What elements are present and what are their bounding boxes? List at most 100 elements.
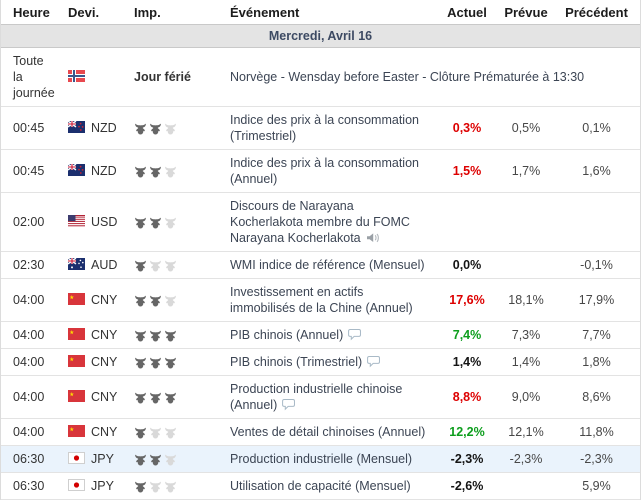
event-row[interactable]: 04:00 CNY Ventes de détail chinoises (Annu…: [1, 418, 640, 446]
importance-cell: [122, 321, 214, 349]
previous-value: 11,8%: [553, 418, 640, 446]
forecast-value: [499, 251, 553, 279]
previous-value: 1,6%: [553, 149, 640, 193]
bull-icon-inactive: [165, 260, 176, 272]
importance-cell: [122, 445, 214, 473]
currency-cell: CNY: [56, 278, 122, 322]
currency-cell: CNY: [56, 418, 122, 446]
event-link[interactable]: Production industrielle (Mensuel): [230, 452, 413, 466]
bull-icon-active: [135, 481, 146, 493]
currency-cell: CNY: [56, 348, 122, 376]
actual-value: 0,0%: [435, 251, 499, 279]
speaker-icon: [366, 232, 381, 244]
bull-icon-inactive: [165, 427, 176, 439]
bull-icon-active: [135, 260, 146, 272]
previous-value: [553, 192, 640, 252]
event-link[interactable]: PIB chinois (Trimestriel): [230, 355, 363, 369]
previous-value: 5,9%: [553, 472, 640, 500]
currency-code: JPY: [91, 479, 114, 493]
bull-icon-active: [150, 330, 161, 342]
bull-icon-active: [150, 295, 161, 307]
previous-value: 17,9%: [553, 278, 640, 322]
currency-code: CNY: [91, 355, 118, 369]
event-link[interactable]: Utilisation de capacité (Mensuel): [230, 479, 411, 493]
bull-icon-inactive: [150, 481, 161, 493]
importance-cell: [122, 418, 214, 446]
event-cell: Indice des prix à la consommation (Trime…: [214, 106, 435, 150]
event-link[interactable]: Indice des prix à la consommation (Annue…: [230, 156, 419, 186]
norway-flag-icon: [68, 70, 85, 84]
previous-value: -2,3%: [553, 445, 640, 473]
importance-bulls: [134, 328, 179, 342]
event-row[interactable]: 04:00 CNY Production industrielle chinoise…: [1, 375, 640, 419]
event-link[interactable]: Discours de Narayana Kocherlakota membre…: [230, 199, 410, 245]
forecast-value: 1,4%: [499, 348, 553, 376]
event-row[interactable]: 00:45 NZD Indice des prix à la consommatio…: [1, 106, 640, 150]
event-row[interactable]: 04:00 CNY PIB chinois (Annuel) 7,4% 7,3% 7,7%: [1, 321, 640, 349]
importance-bulls: [134, 479, 179, 493]
actual-value: 17,6%: [435, 278, 499, 322]
event-row[interactable]: 04:00 CNY PIB chinois (Trimestriel) 1,4% 1,4…: [1, 348, 640, 376]
cny-flag-icon: [68, 425, 85, 439]
currency-cell: AUD: [56, 251, 122, 279]
bull-icon-active: [135, 295, 146, 307]
event-cell: Utilisation de capacité (Mensuel): [214, 472, 435, 500]
actual-value: 1,5%: [435, 149, 499, 193]
event-row[interactable]: 06:30 JPY Utilisation de capacité (Mensuel…: [1, 472, 640, 500]
comment-bubble-icon[interactable]: [282, 398, 296, 411]
bull-icon-active: [135, 357, 146, 369]
time-cell: 04:00: [1, 278, 56, 322]
holiday-row[interactable]: Toute la journée Jour férié Norvège - Wens…: [1, 47, 640, 107]
event-row[interactable]: 00:45 NZD Indice des prix à la consommatio…: [1, 149, 640, 193]
importance-bulls: [134, 164, 179, 178]
time-cell: 06:30: [1, 472, 56, 500]
event-row[interactable]: 06:30 JPY Production industrielle (Mensuel…: [1, 445, 640, 473]
bull-icon-active: [135, 123, 146, 135]
event-link[interactable]: Ventes de détail chinoises (Annuel): [230, 425, 426, 439]
currency-cell: JPY: [56, 472, 122, 500]
bull-icon-active: [150, 166, 161, 178]
column-header-row: Heure Devi. Imp. Événement Actuel Prévue…: [1, 0, 640, 25]
event-link[interactable]: PIB chinois (Annuel): [230, 328, 344, 342]
currency-code: USD: [91, 215, 118, 229]
time-cell: 04:00: [1, 418, 56, 446]
date-header: Mercredi, Avril 16: [1, 24, 640, 48]
cny-flag-icon: [68, 328, 85, 342]
event-row[interactable]: 02:00 USD Discours de Narayana Kocherlakot…: [1, 192, 640, 252]
actual-value: [435, 192, 499, 252]
currency-code: CNY: [91, 293, 118, 307]
comment-bubble-icon[interactable]: [348, 328, 362, 341]
currency-cell: NZD: [56, 106, 122, 150]
event-cell: Production industrielle chinoise (Annuel…: [214, 375, 435, 419]
column-header-importance: Imp.: [122, 0, 214, 25]
time-cell: 04:00: [1, 348, 56, 376]
time-cell: 04:00: [1, 321, 56, 349]
forecast-value: [499, 192, 553, 252]
event-cell: Discours de Narayana Kocherlakota membre…: [214, 192, 435, 252]
actual-value: 0,3%: [435, 106, 499, 150]
event-cell: Indice des prix à la consommation (Annue…: [214, 149, 435, 193]
event-row[interactable]: 02:30 AUD WMI indice de référence (Mensuel…: [1, 251, 640, 279]
currency-code: NZD: [91, 164, 117, 178]
time-cell: 04:00: [1, 375, 56, 419]
cny-flag-icon: [68, 390, 85, 404]
importance-cell: [122, 278, 214, 322]
currency-cell: JPY: [56, 445, 122, 473]
currency-code: CNY: [91, 390, 118, 404]
comment-bubble-icon[interactable]: [367, 355, 381, 368]
event-cell: PIB chinois (Annuel): [214, 321, 435, 349]
event-link[interactable]: Investissement en actifs immobilisés de …: [230, 285, 413, 315]
column-header-precedent: Précédent: [553, 0, 640, 25]
time-cell: 02:00: [1, 192, 56, 252]
bull-icon-active: [165, 357, 176, 369]
event-link[interactable]: Production industrielle chinoise (Annuel…: [230, 382, 403, 412]
importance-cell: [122, 106, 214, 150]
time-cell: 00:45: [1, 149, 56, 193]
importance-bulls: [134, 121, 179, 135]
column-header-devise: Devi.: [56, 0, 122, 25]
event-link[interactable]: Indice des prix à la consommation (Trime…: [230, 113, 419, 143]
event-row[interactable]: 04:00 CNY Investissement en actifs immobil…: [1, 278, 640, 322]
bull-icon-inactive: [165, 454, 176, 466]
event-link[interactable]: WMI indice de référence (Mensuel): [230, 258, 425, 272]
